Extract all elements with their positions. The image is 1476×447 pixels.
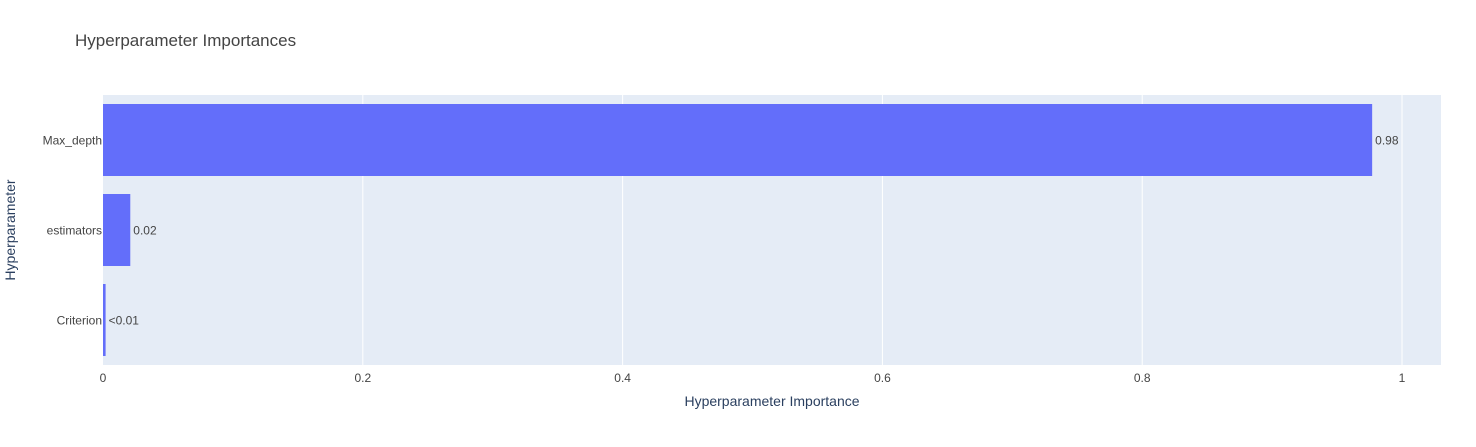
x-tick-label: 1 <box>1399 371 1406 385</box>
x-tick-label: 0.2 <box>354 371 371 385</box>
data-label-max_depth: 0.98 <box>1375 134 1399 148</box>
x-tick-label: 0.8 <box>1134 371 1151 385</box>
y-axis-title: Hyperparameter <box>2 179 18 280</box>
bar-max_depth[interactable] <box>103 104 1373 176</box>
x-tick-label: 0 <box>100 371 107 385</box>
bars-group <box>103 104 1373 356</box>
y-tick-label-estimators: estimators <box>47 224 102 238</box>
chart-title: Hyperparameter Importances <box>75 31 296 50</box>
bar-estimators[interactable] <box>103 194 131 266</box>
data-labels-group: 0.98 0.02 <0.01 <box>109 134 1399 328</box>
x-tick-label: 0.4 <box>614 371 631 385</box>
y-tick-label-max_depth: Max_depth <box>43 134 102 148</box>
x-tick-label: 0.6 <box>874 371 891 385</box>
data-label-criterion: <0.01 <box>109 314 140 328</box>
data-label-estimators: 0.02 <box>133 224 157 238</box>
x-axis-title: Hyperparameter Importance <box>684 393 859 409</box>
y-tick-labels: Max_depth estimators Criterion <box>43 134 102 328</box>
bar-criterion[interactable] <box>103 284 106 356</box>
y-tick-label-criterion: Criterion <box>57 314 102 328</box>
x-tick-labels: 0 0.2 0.4 0.6 0.8 1 <box>100 371 1406 385</box>
